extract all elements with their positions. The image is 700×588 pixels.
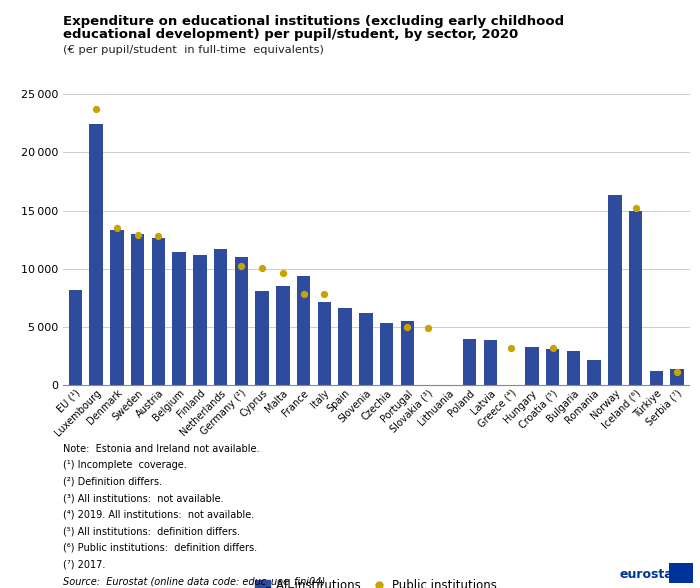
Bar <box>525 347 538 385</box>
FancyBboxPatch shape <box>668 563 693 583</box>
Text: (³) All institutions:  not available.: (³) All institutions: not available. <box>63 493 223 503</box>
Text: Note:  Estonia and Ireland not available.: Note: Estonia and Ireland not available. <box>63 444 260 454</box>
Point <box>277 269 288 278</box>
Bar <box>69 290 82 385</box>
Bar <box>172 252 186 385</box>
Bar <box>193 255 206 385</box>
Text: (⁵) All institutions:  definition differs.: (⁵) All institutions: definition differs… <box>63 526 240 536</box>
Point <box>257 263 268 272</box>
Text: (⁶) Public institutions:  definition differs.: (⁶) Public institutions: definition diff… <box>63 543 257 553</box>
Bar <box>608 195 622 385</box>
Text: educational development) per pupil/student, by sector, 2020: educational development) per pupil/stude… <box>63 28 518 41</box>
Point <box>402 322 413 332</box>
Text: (⁴) 2019. All institutions:  not available.: (⁴) 2019. All institutions: not availabl… <box>63 510 254 520</box>
Bar <box>110 230 124 385</box>
Bar <box>650 371 663 385</box>
Point <box>111 223 122 233</box>
Bar <box>297 276 310 385</box>
Bar <box>671 369 684 385</box>
Text: (⁷) 2017.: (⁷) 2017. <box>63 559 106 569</box>
Bar <box>90 124 103 385</box>
Text: (²) Definition differs.: (²) Definition differs. <box>63 477 162 487</box>
Point <box>236 262 247 271</box>
Bar <box>587 359 601 385</box>
Text: Source:  Eurostat (online data code: educ_uoe_fini04): Source: Eurostat (online data code: educ… <box>63 576 326 587</box>
Text: (€ per pupil/student  in full-time  equivalents): (€ per pupil/student in full-time equiva… <box>63 45 324 55</box>
Bar <box>152 239 165 385</box>
Point <box>505 343 517 353</box>
Bar <box>400 321 414 385</box>
Bar <box>276 286 290 385</box>
Text: eurostat: eurostat <box>620 568 679 581</box>
Point <box>671 368 682 377</box>
Text: (¹) Incomplete  coverage.: (¹) Incomplete coverage. <box>63 460 187 470</box>
Point <box>298 290 309 299</box>
Bar <box>214 249 228 385</box>
Bar <box>318 302 331 385</box>
Bar <box>546 349 559 385</box>
Point <box>153 232 164 241</box>
Bar <box>359 313 372 385</box>
Point <box>318 290 330 299</box>
Bar <box>566 352 580 385</box>
Point <box>630 203 641 213</box>
Bar <box>380 323 393 385</box>
Point <box>547 343 558 353</box>
Bar <box>338 308 352 385</box>
Point <box>132 230 144 240</box>
Legend: All institutions, Public institutions: All institutions, Public institutions <box>251 574 502 588</box>
Bar <box>131 234 144 385</box>
Text: Expenditure on educational institutions (excluding early childhood: Expenditure on educational institutions … <box>63 15 564 28</box>
Bar <box>629 211 643 385</box>
Bar <box>463 339 476 385</box>
Bar <box>256 291 269 385</box>
Bar <box>234 257 248 385</box>
Point <box>423 323 434 333</box>
Bar <box>484 340 497 385</box>
Point <box>90 105 101 114</box>
